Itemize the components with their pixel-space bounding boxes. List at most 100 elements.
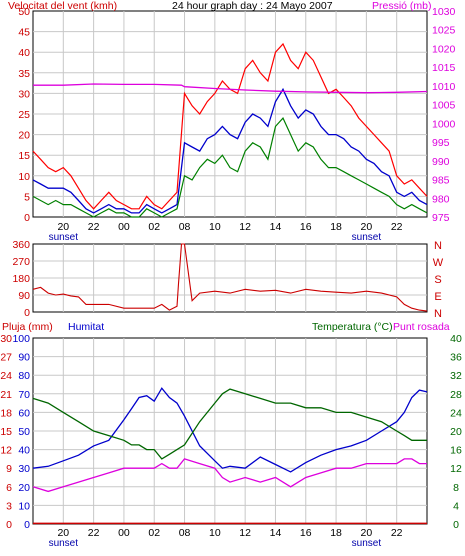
humidity-y-tick: 70 bbox=[18, 389, 30, 401]
sunset-label: sunset bbox=[352, 538, 382, 549]
wind-y-tick: 10 bbox=[18, 171, 30, 183]
pressure-y-tick: 1020 bbox=[432, 43, 456, 55]
humidity-y-tick: 80 bbox=[18, 370, 30, 382]
wind-y-tick: 45 bbox=[18, 27, 30, 39]
x-tick-label: 18 bbox=[330, 527, 342, 539]
compass-label: S bbox=[434, 274, 441, 286]
humidity-y-tick: 50 bbox=[18, 426, 30, 438]
temperature-y-tick: 16 bbox=[450, 445, 462, 457]
temperature-y-tick: 36 bbox=[450, 352, 462, 364]
direction-y-tick: 90 bbox=[18, 290, 30, 302]
pressure-y-tick: 1010 bbox=[432, 81, 456, 93]
x-tick-label: 14 bbox=[270, 527, 282, 539]
x-tick-label: 16 bbox=[300, 221, 312, 233]
humidity-y-tick: 30 bbox=[18, 463, 30, 475]
pressure-y-tick: 1025 bbox=[432, 25, 456, 37]
direction-y-tick: 360 bbox=[12, 239, 30, 251]
rain-y-tick: 9 bbox=[6, 463, 12, 475]
x-tick-label: 22 bbox=[88, 527, 100, 539]
wind-y-tick: 5 bbox=[24, 191, 30, 203]
rain-axis-title: Pluja (mm) bbox=[2, 321, 53, 333]
x-tick-label: 00 bbox=[118, 221, 130, 233]
rain-y-tick: 18 bbox=[0, 407, 12, 419]
dewpoint-line bbox=[32, 458, 427, 493]
compass-label: W bbox=[433, 257, 444, 269]
temperature-y-tick: 24 bbox=[450, 407, 462, 419]
x-tick-label: 14 bbox=[270, 221, 282, 233]
pressure-y-tick: 990 bbox=[432, 156, 450, 168]
rain-y-tick: 27 bbox=[0, 352, 12, 364]
pressure-y-tick: 1030 bbox=[432, 6, 456, 18]
humidity-y-tick: 100 bbox=[12, 333, 30, 345]
x-tick-label: 20 bbox=[361, 221, 373, 233]
compass-label: N bbox=[434, 308, 442, 320]
humidity-y-tick: 60 bbox=[18, 407, 30, 419]
rain-y-tick: 3 bbox=[6, 500, 12, 512]
x-tick-label: 10 bbox=[209, 527, 221, 539]
sunset-label: sunset bbox=[352, 232, 382, 243]
rain-y-tick: 6 bbox=[6, 482, 12, 494]
x-tick-label: 12 bbox=[239, 221, 251, 233]
x-tick-label: 18 bbox=[330, 221, 342, 233]
x-tick-label: 16 bbox=[300, 527, 312, 539]
x-tick-label: 22 bbox=[88, 221, 100, 233]
pressure-y-tick: 1000 bbox=[432, 118, 456, 130]
wind-y-tick: 30 bbox=[18, 88, 30, 100]
rain-y-tick: 30 bbox=[0, 333, 12, 345]
temperature-y-tick: 20 bbox=[450, 426, 462, 438]
wind-y-tick: 15 bbox=[18, 150, 30, 162]
humidity-y-tick: 40 bbox=[18, 445, 30, 457]
temperature-y-tick: 0 bbox=[453, 519, 459, 531]
x-tick-label: 22 bbox=[391, 527, 403, 539]
x-tick-label: 02 bbox=[148, 527, 160, 539]
x-tick-label: 00 bbox=[118, 527, 130, 539]
rain-y-tick: 21 bbox=[0, 389, 12, 401]
compass-label: N bbox=[434, 240, 442, 252]
direction-y-tick: 0 bbox=[24, 307, 30, 319]
wind-y-tick: 35 bbox=[18, 68, 30, 80]
humidity-y-tick: 90 bbox=[18, 352, 30, 364]
sunset-label: sunset bbox=[49, 232, 79, 243]
temperature-y-tick: 32 bbox=[450, 370, 462, 382]
pressure-y-tick: 985 bbox=[432, 175, 450, 187]
wind-y-tick: 25 bbox=[18, 109, 30, 121]
pressure-y-tick: 1005 bbox=[432, 100, 456, 112]
direction-y-tick: 180 bbox=[12, 273, 30, 285]
wind-y-tick: 0 bbox=[24, 212, 30, 224]
temperature-axis-title: Temperatura (°C) bbox=[312, 321, 393, 333]
wind-y-tick: 40 bbox=[18, 47, 30, 59]
x-tick-label: 08 bbox=[179, 221, 191, 233]
x-tick-label: 02 bbox=[148, 221, 160, 233]
humidity-y-tick: 10 bbox=[18, 500, 30, 512]
chart-title: 24 hour graph day : 24 Mayo 2007 bbox=[172, 0, 333, 12]
x-tick-label: 20 bbox=[57, 527, 69, 539]
x-tick-label: 12 bbox=[239, 527, 251, 539]
humidity-axis-title: Humitat bbox=[68, 321, 104, 333]
x-tick-label: 20 bbox=[361, 527, 373, 539]
wind-min-line bbox=[32, 117, 428, 218]
temperature-line bbox=[32, 388, 427, 460]
x-tick-label: 10 bbox=[209, 221, 221, 233]
rain-y-tick: 24 bbox=[0, 370, 12, 382]
direction-y-tick: 270 bbox=[12, 256, 30, 268]
rain-y-tick: 12 bbox=[0, 445, 12, 457]
pressure-line bbox=[33, 83, 428, 94]
humidity-y-tick: 20 bbox=[18, 482, 30, 494]
dewpoint-axis-title: Punt rosada bbox=[393, 321, 450, 333]
temperature-y-tick: 8 bbox=[453, 482, 459, 494]
pressure-y-tick: 980 bbox=[432, 193, 450, 205]
humidity-y-tick: 0 bbox=[24, 519, 30, 531]
wind-y-tick: 20 bbox=[18, 130, 30, 142]
pressure-y-tick: 995 bbox=[432, 137, 450, 149]
wind-direction-line bbox=[32, 243, 428, 312]
temperature-y-tick: 40 bbox=[450, 333, 462, 345]
wind-y-tick: 50 bbox=[18, 6, 30, 18]
wind-axis-title: Velocitat del vent (kmh) bbox=[8, 0, 117, 12]
compass-label: E bbox=[434, 291, 441, 303]
pressure-y-tick: 975 bbox=[432, 212, 450, 224]
temperature-y-tick: 4 bbox=[453, 500, 459, 512]
